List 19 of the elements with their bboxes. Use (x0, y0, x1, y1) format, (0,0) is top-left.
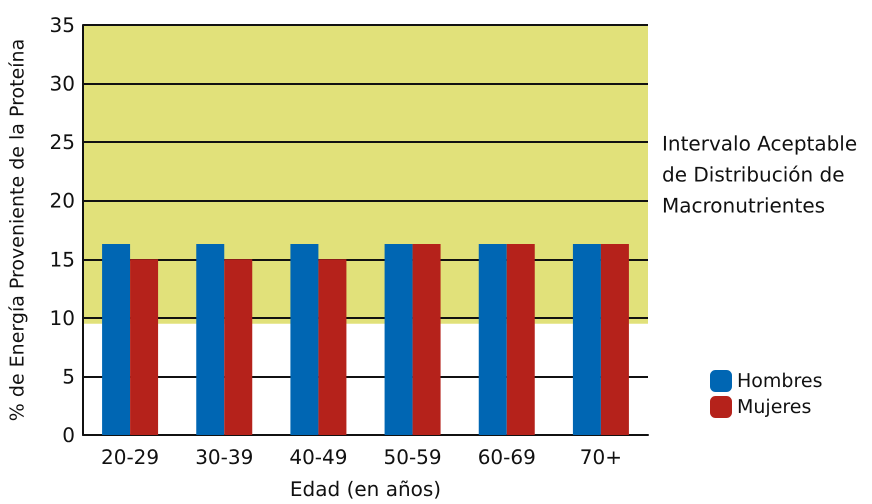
y-tick-label: 20 (50, 188, 75, 213)
y-tick-label: 0 (62, 423, 75, 447)
y-tick-label: 35 (50, 13, 75, 37)
legend-label: Mujeres (737, 396, 812, 418)
y-axis-title: % de Energía Proveniente de la Proteína (6, 38, 28, 422)
x-tick-label: 60-69 (478, 445, 536, 469)
band-label: Intervalo Aceptable de Distribución de Macronutrientes (662, 131, 864, 218)
y-tick-label: 25 (50, 130, 75, 154)
x-tick-label: 70+ (580, 445, 622, 469)
x-tick-label: 30-39 (195, 445, 254, 469)
y-tick-label: 15 (50, 247, 75, 272)
legend-label: Hombres (737, 370, 822, 392)
x-tick-label: 50-59 (384, 445, 442, 469)
x-axis-title: Edad (en años) (290, 477, 442, 501)
y-tick-label: 10 (50, 306, 75, 330)
x-tick-label: 20-29 (101, 445, 160, 469)
y-tick-label: 30 (50, 72, 75, 96)
y-tick-label: 5 (62, 364, 75, 388)
x-tick-label: 40-49 (289, 445, 348, 469)
